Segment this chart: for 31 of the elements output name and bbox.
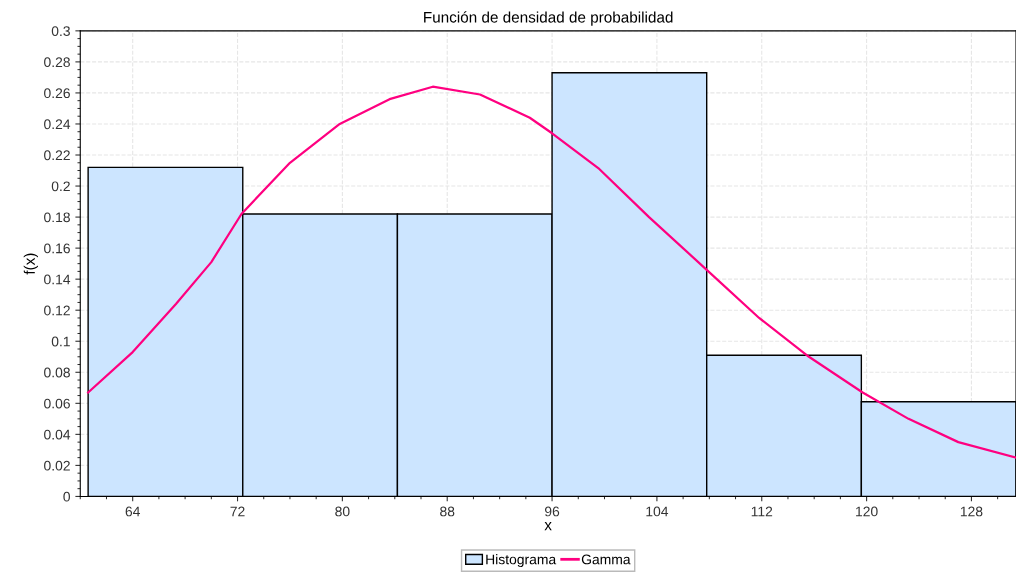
x-tick-label: 88 bbox=[440, 506, 455, 517]
y-tick-label: 0.12 bbox=[44, 305, 70, 316]
y-tick-label: 0.22 bbox=[44, 150, 70, 161]
y-tick-label: 0.1 bbox=[51, 336, 70, 347]
x-tick-label: 104 bbox=[646, 506, 669, 517]
x-tick-label: 72 bbox=[230, 506, 245, 517]
y-tick-label: 0.26 bbox=[44, 88, 70, 99]
y-tick-label: 0.06 bbox=[44, 398, 70, 409]
line-series bbox=[87, 85, 1016, 459]
y-tick-label: 0.24 bbox=[44, 119, 71, 130]
y-tick-label: 0.04 bbox=[44, 429, 71, 440]
x-tick-label: 96 bbox=[544, 506, 560, 517]
y-tick-label: 0.2 bbox=[51, 181, 70, 192]
y-tick-label: 0 bbox=[63, 491, 70, 502]
x-axis-title: x bbox=[544, 522, 552, 531]
x-tick-label: 80 bbox=[335, 506, 350, 517]
y-tick-label: 0.16 bbox=[44, 243, 70, 254]
x-tick-label: 112 bbox=[751, 506, 773, 517]
x-tick-label: 120 bbox=[856, 506, 878, 517]
y-tick-label: 0.08 bbox=[44, 367, 70, 378]
legend-label: Gamma bbox=[581, 554, 631, 565]
x-tick-label: 128 bbox=[960, 506, 983, 517]
y-tick-label: 0.3 bbox=[51, 26, 70, 37]
y-tick-label: 0.18 bbox=[44, 212, 70, 223]
chart-title: Función de densidad de probabilidad bbox=[424, 11, 673, 26]
y-tick-label: 0.14 bbox=[44, 274, 71, 285]
y-tick-label: 0.02 bbox=[44, 460, 70, 471]
y-axis-title: f(x) bbox=[23, 253, 38, 275]
x-tick-label: 64 bbox=[125, 506, 140, 517]
y-tick-label: 0.28 bbox=[44, 57, 70, 68]
legend-label: Histograma bbox=[486, 554, 557, 568]
